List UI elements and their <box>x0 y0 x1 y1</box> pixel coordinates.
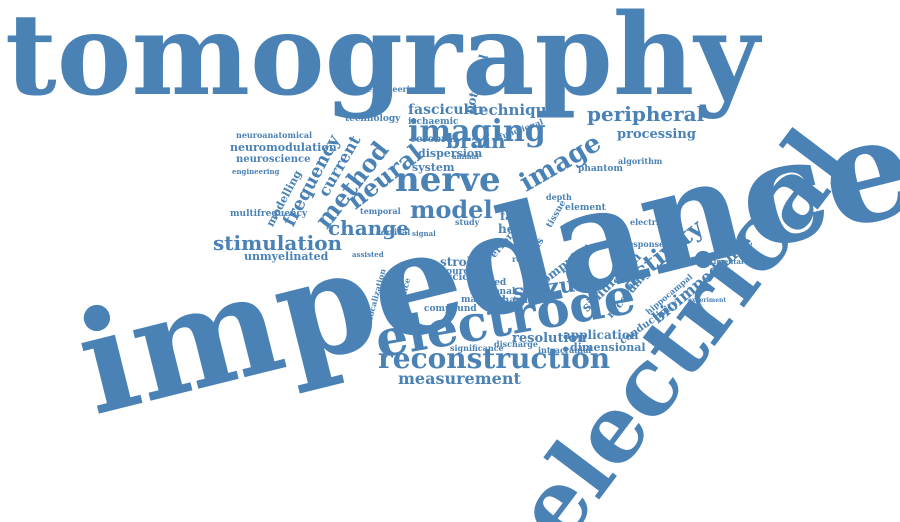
word-technique: technique <box>472 101 557 119</box>
word-neuroscience: neuroscience <box>236 154 311 165</box>
word-imaging: imaging <box>408 114 546 149</box>
word-fascicular: fascicular <box>408 102 486 118</box>
word-stroke: stroke <box>440 255 483 269</box>
word-temporal: temporal <box>360 206 401 216</box>
word-electric: electric <box>630 217 664 227</box>
word-peripheral: peripheral <box>587 102 705 126</box>
word-technology: technology <box>345 114 401 124</box>
word-unmyelinated: unmyelinated <box>244 250 329 263</box>
word-fast: fast <box>500 209 526 223</box>
word-application: application <box>563 328 639 342</box>
word-dispersion: dispersion <box>418 147 483 160</box>
word-assisted: assisted <box>352 250 384 259</box>
word-mapping: mapping <box>461 295 506 305</box>
word-response: response <box>624 239 665 249</box>
word-experimental: experimental <box>692 257 744 266</box>
word-resolution: resolution <box>512 331 587 346</box>
word-neuromodulation: neuromodulation <box>230 141 337 154</box>
word-hardware: hardware <box>502 295 555 306</box>
word-neuronal: neuronal <box>470 287 516 297</box>
word-depth: depth <box>546 192 572 202</box>
word-compound: compound <box>424 304 477 314</box>
word-engineering: engineering <box>367 84 422 94</box>
word-brain: brain <box>446 129 506 153</box>
word-haemorrhage: engineering <box>232 167 280 176</box>
word-head: head <box>498 222 531 236</box>
word-study: study <box>455 217 480 227</box>
word-nerve: nerve <box>395 160 501 200</box>
word-measurement: measurement <box>398 369 521 388</box>
word-neuroanatomical: neuroanatomical <box>236 130 313 140</box>
word-algorithm: algorithm <box>618 156 663 166</box>
word-discharge: discharge <box>494 339 538 349</box>
word-reconstruction: reconstruction <box>378 342 611 375</box>
word-fascicle: fascicle <box>436 272 479 283</box>
word-cerebral: cerebral <box>410 134 457 145</box>
word-intracranial: intracranial <box>538 345 592 355</box>
word-tomography: tomography <box>5 0 760 121</box>
word-animal: animal <box>452 152 479 161</box>
word-evoked: evoked <box>471 278 507 288</box>
word-stimulation: stimulation <box>213 231 343 255</box>
word-phantom: phantom <box>578 164 623 174</box>
word-cortical: cortical <box>376 227 411 237</box>
word-signal: signal <box>412 229 436 238</box>
word-element: element <box>565 203 606 213</box>
word-processing: processing <box>617 127 696 142</box>
word-experiment: experiment <box>688 297 727 304</box>
word-system: system <box>412 161 455 174</box>
word-multifrequency: multifrequency <box>230 209 308 219</box>
word-result: result <box>512 254 539 264</box>
word-dimensional: dimensional <box>570 341 646 354</box>
word-model: model <box>410 195 493 224</box>
word-change: change <box>328 216 409 240</box>
word-source: source <box>441 267 475 277</box>
word-significance: significance <box>450 343 504 353</box>
word-ischaemic: ischaemic <box>408 117 459 127</box>
